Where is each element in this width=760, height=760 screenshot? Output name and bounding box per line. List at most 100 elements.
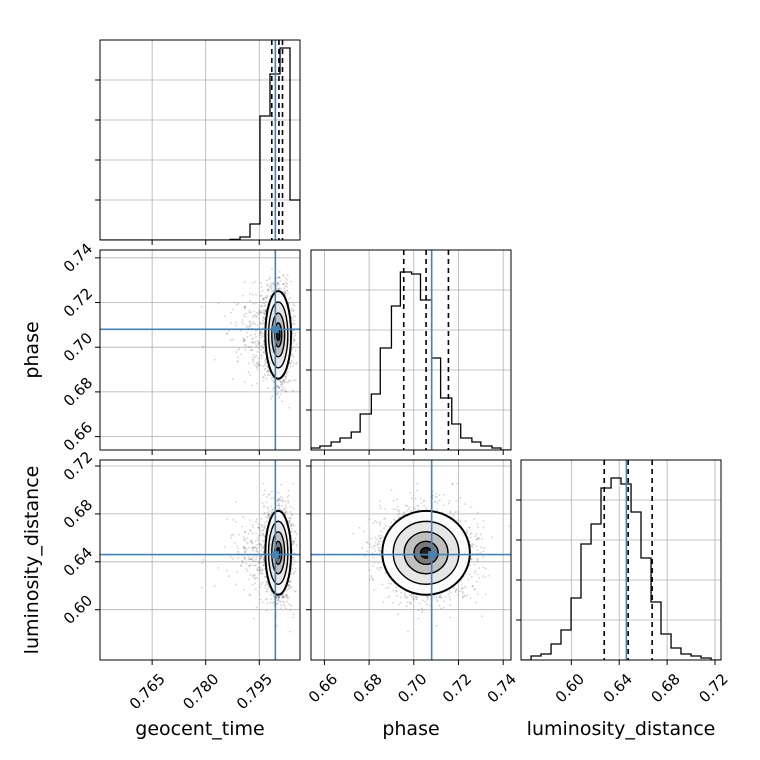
sample-point xyxy=(253,546,256,549)
sample-point xyxy=(287,494,290,497)
sample-point xyxy=(247,346,250,348)
sample-point xyxy=(256,537,259,540)
sample-point xyxy=(268,510,271,512)
sample-point xyxy=(267,288,270,291)
sample-point xyxy=(292,365,294,367)
sample-point xyxy=(291,543,294,546)
sample-point xyxy=(251,547,254,550)
sample-point xyxy=(264,587,267,590)
sample-point xyxy=(254,329,257,332)
sample-point xyxy=(271,267,273,270)
sample-point xyxy=(266,583,269,586)
sample-point xyxy=(251,558,254,561)
sample-point xyxy=(278,379,281,382)
sample-point xyxy=(283,381,286,383)
sample-point xyxy=(259,558,262,560)
sample-point xyxy=(254,335,257,338)
sample-point xyxy=(275,283,278,286)
sample-point xyxy=(258,562,260,565)
sample-point xyxy=(261,569,264,572)
sample-point xyxy=(284,499,286,502)
sample-point xyxy=(284,292,287,295)
sample-point xyxy=(238,347,240,350)
sample-point xyxy=(246,548,248,550)
sample-point xyxy=(264,598,267,601)
sample-point xyxy=(252,338,255,340)
sample-point xyxy=(261,529,264,532)
sample-point xyxy=(266,284,269,287)
sample-point xyxy=(264,309,267,312)
sample-point xyxy=(292,558,295,561)
sample-point xyxy=(230,536,232,539)
sample-point xyxy=(257,526,260,529)
sample-point xyxy=(292,563,295,565)
sample-point xyxy=(259,556,262,558)
sample-point xyxy=(271,290,273,292)
sample-point xyxy=(240,565,243,568)
sample-point xyxy=(246,336,249,338)
sample-point xyxy=(281,388,284,391)
sample-point xyxy=(276,499,279,502)
sample-point xyxy=(260,286,263,288)
sample-point xyxy=(245,568,248,570)
sample-point xyxy=(288,583,291,586)
sample-point xyxy=(254,314,257,317)
sample-point xyxy=(267,387,269,389)
sample-point xyxy=(284,389,287,391)
sample-point xyxy=(278,386,281,389)
sample-point xyxy=(259,598,262,601)
sample-point xyxy=(263,368,266,371)
sample-point xyxy=(277,595,279,598)
sample-point xyxy=(265,377,268,380)
sample-point xyxy=(286,274,289,277)
sample-point xyxy=(291,540,294,543)
sample-point xyxy=(281,500,284,503)
sample-point xyxy=(260,526,263,529)
sample-point xyxy=(237,552,240,555)
sample-point xyxy=(213,584,216,587)
sample-point xyxy=(288,586,291,589)
sample-point xyxy=(293,339,296,342)
sample-point xyxy=(292,482,295,485)
sample-point xyxy=(252,546,255,549)
sample-point xyxy=(261,319,264,322)
sample-point xyxy=(261,305,264,308)
sample-point xyxy=(285,607,287,610)
sample-point xyxy=(275,596,278,599)
sample-point xyxy=(254,576,257,579)
sample-point xyxy=(259,312,262,315)
sample-point xyxy=(262,494,265,496)
sample-point xyxy=(246,537,248,540)
sample-point xyxy=(263,352,265,355)
sample-point xyxy=(277,281,279,284)
sample-point xyxy=(276,392,279,395)
sample-point xyxy=(294,316,297,318)
sample-point xyxy=(284,390,286,393)
sample-point xyxy=(259,571,262,574)
sample-point xyxy=(261,561,264,564)
sample-point xyxy=(262,351,265,354)
sample-point xyxy=(281,595,284,598)
sample-point xyxy=(262,482,265,485)
sample-point xyxy=(254,539,257,542)
sample-point xyxy=(232,308,235,311)
sample-point xyxy=(272,388,275,391)
sample-point xyxy=(258,557,261,560)
sample-point xyxy=(263,511,266,514)
sample-point xyxy=(263,535,266,538)
sample-point xyxy=(244,349,247,351)
sample-point xyxy=(270,282,272,285)
sample-point xyxy=(268,278,271,281)
sample-point xyxy=(233,301,236,304)
sample-point xyxy=(255,520,258,523)
y-tick-label: 0.74 xyxy=(60,240,96,276)
sample-point xyxy=(252,617,255,620)
sample-point xyxy=(287,596,290,599)
sample-point xyxy=(251,564,254,567)
sample-point xyxy=(248,578,250,581)
sample-point xyxy=(281,594,284,597)
sample-point xyxy=(282,507,285,510)
sample-point xyxy=(245,324,248,327)
sample-point xyxy=(292,379,295,382)
sample-point xyxy=(275,287,278,290)
